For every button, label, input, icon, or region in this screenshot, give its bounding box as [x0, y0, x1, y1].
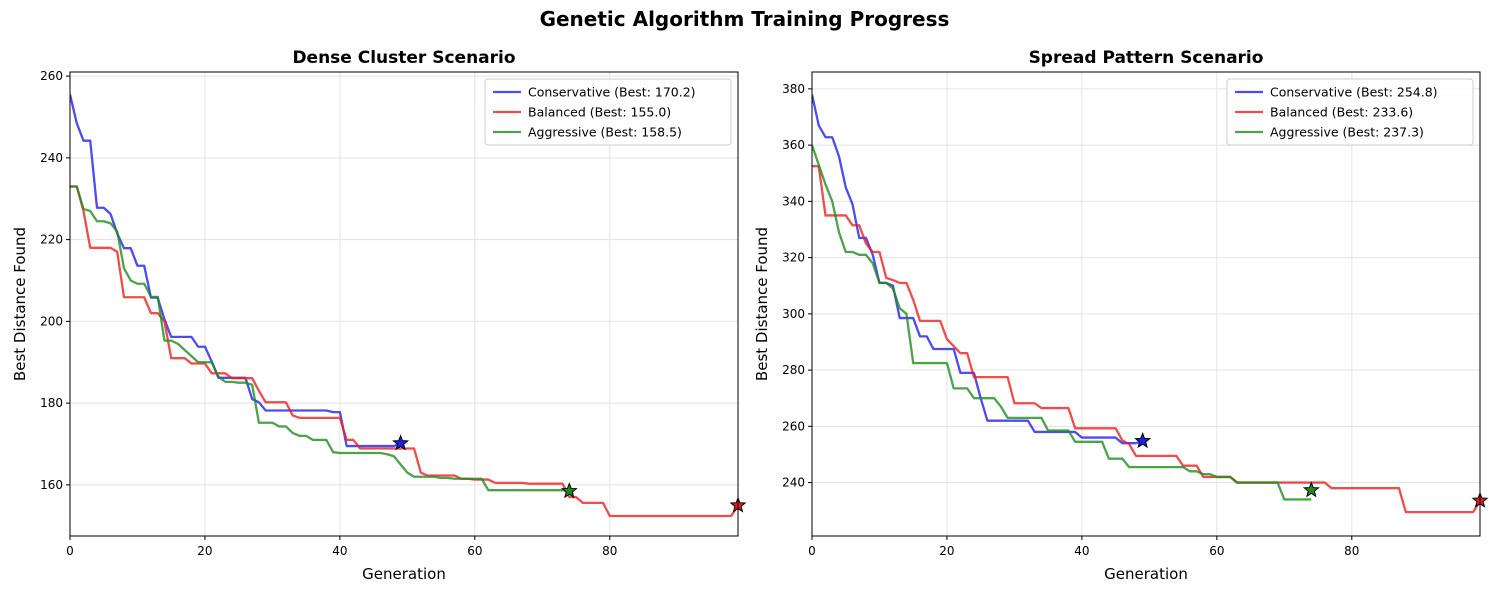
chart1-ytick-label: 240	[40, 151, 63, 165]
chart1-title: Dense Cluster Scenario	[292, 48, 515, 68]
chart2-ylabel: Best Distance Found	[753, 227, 771, 381]
chart2-legend: Conservative (Best: 254.8) Balanced (Best…	[1226, 78, 1474, 146]
chart2-ytick-label: 360	[782, 138, 805, 152]
chart2-xtick-label: 60	[1209, 544, 1224, 558]
chart1-line-balanced	[70, 185, 738, 518]
chart2-xtick-label: 0	[808, 544, 816, 558]
chart2-line-conservative	[812, 94, 1143, 445]
chart1-xlabel: Generation	[362, 565, 446, 583]
chart1-xtick-label: 40	[332, 544, 347, 558]
chart2-xtick-label: 40	[1074, 544, 1089, 558]
chart1-legend: Conservative (Best: 170.2) Balanced (Best…	[484, 78, 732, 146]
chart2-xtick-label: 80	[1344, 544, 1359, 558]
chart2-line-balanced	[812, 165, 1480, 514]
figure-suptitle: Genetic Algorithm Training Progress	[540, 7, 950, 31]
chart-panel-dense-cluster: Dense Cluster Scenario 0 20 40 60 80 160 180 200…	[11, 48, 747, 583]
chart2-ytick-label: 260	[782, 419, 805, 433]
chart2-xtick-label: 20	[939, 544, 954, 558]
chart2-ytick-label: 380	[782, 82, 805, 96]
chart2-ytick-label: 240	[782, 476, 805, 490]
chart1-legend-label-aggressive: Aggressive (Best: 158.5)	[528, 125, 682, 140]
chart1-ytick-label: 180	[40, 396, 63, 410]
chart2-xlabel: Generation	[1104, 565, 1188, 583]
chart1-ytick-label: 160	[40, 478, 63, 492]
chart1-best-marker-aggressive	[560, 482, 578, 499]
chart1-legend-box	[484, 78, 732, 146]
chart1-xtick-label: 60	[467, 544, 482, 558]
chart1-xtick-label: 0	[66, 544, 74, 558]
chart2-ytick-label: 300	[782, 307, 805, 321]
chart2-ytick-label: 280	[782, 363, 805, 377]
chart2-line-aggressive	[812, 144, 1312, 501]
chart1-best-marker-conservative	[392, 434, 410, 451]
chart1-xtick-label: 20	[197, 544, 212, 558]
chart-panel-spread-pattern: Spread Pattern Scenario 0 20 40 60 80 240 260 28…	[753, 48, 1489, 583]
chart1-xtick-label: 80	[602, 544, 617, 558]
chart2-title: Spread Pattern Scenario	[1029, 48, 1264, 68]
chart2-ytick-label: 320	[782, 251, 805, 265]
chart1-legend-label-balanced: Balanced (Best: 155.0)	[528, 105, 671, 120]
chart1-ytick-label: 220	[40, 233, 63, 247]
chart1-line-aggressive	[70, 185, 570, 493]
chart1-ticks: 0 20 40 60 80 160 180 200 220 240 260	[40, 69, 617, 558]
chart2-ticks: 0 20 40 60 80 240 260 280 300 320 340 360 380	[782, 82, 1359, 558]
chart2-legend-label-balanced: Balanced (Best: 233.6)	[1270, 105, 1413, 120]
chart1-frame	[69, 71, 739, 537]
chart2-series	[812, 94, 1480, 514]
chart2-ytick-label: 340	[782, 194, 805, 208]
chart2-legend-box	[1226, 78, 1474, 146]
chart1-legend-label-conservative: Conservative (Best: 170.2)	[528, 85, 696, 100]
chart2-legend-label-aggressive: Aggressive (Best: 237.3)	[1270, 125, 1424, 140]
chart2-legend-label-conservative: Conservative (Best: 254.8)	[1270, 85, 1438, 100]
chart1-ytick-label: 200	[40, 314, 63, 328]
chart1-ytick-label: 260	[40, 69, 63, 83]
chart2-frame	[811, 71, 1481, 537]
chart1-grid	[69, 72, 738, 536]
chart2-best-marker-conservative	[1134, 432, 1152, 449]
chart1-best-markers	[392, 434, 747, 513]
chart2-best-marker-aggressive	[1302, 481, 1320, 498]
chart1-ylabel: Best Distance Found	[11, 227, 29, 381]
